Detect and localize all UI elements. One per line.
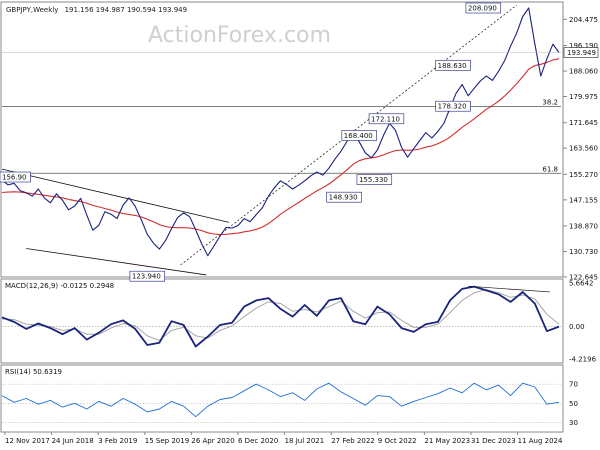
x-axis-label: 15 Sep 2019	[145, 437, 189, 445]
x-axis-label: 6 Dec 2020	[238, 437, 278, 445]
price-y-tick-label: 122.645	[569, 274, 598, 282]
timeframe-label: Weekly	[33, 6, 58, 14]
price-annotation-box	[341, 130, 377, 141]
symbol-label: GBPJPY	[6, 6, 32, 14]
rsi-panel-title: RSI(14) 50.6319	[5, 368, 62, 376]
price-y-tick-label: 138.870	[569, 222, 598, 230]
ohlc-values: 191.156 194.987 190.594 193.949	[65, 6, 187, 14]
price-annotation-label: 148.930	[329, 194, 358, 202]
price-y-tick-label: 130.730	[569, 248, 598, 256]
channel-upper-line	[1, 168, 230, 223]
price-annotation-box	[435, 100, 471, 112]
x-axis-label: 12 Nov 2017	[5, 437, 50, 445]
price-panel	[0, 1, 564, 278]
x-axis-label: 21 May 2023	[424, 437, 470, 445]
price-annotation-box	[465, 2, 502, 14]
rsi-panel	[0, 364, 564, 433]
price-y-tick-label: 155.270	[569, 171, 598, 179]
macd-y-tick-label: 5.6642	[569, 280, 594, 288]
price-y-tick-label: 179.975	[569, 93, 598, 101]
x-axis-label: 18 Jul 2021	[285, 437, 325, 445]
rsi-line	[1, 382, 560, 418]
macd-line	[1, 285, 560, 348]
price-y-tick-label: 147.155	[569, 196, 598, 204]
price-line	[1, 7, 560, 257]
price-annotation-box	[129, 270, 166, 282]
x-axis-label: 27 Feb 2022	[331, 437, 375, 445]
price-annotation-label: 178.320	[438, 103, 467, 111]
price-annotation-box	[435, 59, 471, 71]
x-axis-label: 3 Feb 2019	[98, 437, 137, 445]
fib-level-label: 61.8	[542, 165, 558, 173]
channel-lower-line	[26, 248, 207, 276]
price-annotation-box	[0, 171, 31, 183]
price-y-tick-label: 163.560	[569, 145, 598, 153]
fib-level-label: 38.2	[542, 99, 558, 107]
macd-panel	[0, 278, 564, 364]
price-annotation-label: 168.400	[344, 132, 373, 140]
rsi-y-tick-label: 50	[569, 400, 578, 408]
price-y-tick-label: 204.475	[569, 16, 598, 24]
price-annotation-label: 208.090	[468, 5, 497, 13]
macd-y-tick-label: 0.00	[569, 323, 585, 331]
price-annotation-label: 172.110	[371, 115, 400, 123]
last-price-tag	[563, 47, 599, 58]
price-annotation-box	[326, 191, 362, 203]
price-annotation-box	[368, 113, 405, 125]
price-panel-title: GBPJPY,Weekly 191.156 194.987 190.594 19…	[6, 6, 187, 14]
price-annotation-label: 156.90	[2, 174, 27, 182]
watermark: ActionForex.com	[148, 23, 331, 48]
macd-trendline	[468, 285, 550, 293]
rsi-y-tick-label: 70	[569, 381, 578, 389]
macd-panel-title: MACD(12,26,9) -0.0125 0.2948	[5, 282, 114, 290]
macd-y-tick-label: -4.2196	[569, 356, 597, 364]
x-axis-label: 11 Aug 2024	[518, 437, 563, 445]
price-annotation-label: 155.330	[359, 176, 388, 184]
x-axis-label: 31 Dec 2023	[471, 437, 516, 445]
price-y-tick-label: 196.190	[569, 42, 598, 50]
x-axis-label: 24 Jun 2018	[52, 437, 94, 445]
price-annotation-label: 188.630	[438, 62, 467, 70]
price-annotation-label: 123.940	[132, 273, 161, 281]
ma-line	[1, 58, 560, 236]
last-price-label: 193.949	[567, 49, 596, 57]
rsi-y-tick-label: 30	[569, 419, 578, 427]
price-y-tick-label: 171.645	[569, 119, 598, 127]
x-axis-label: 9 Oct 2022	[378, 437, 417, 445]
price-y-tick-label: 188.060	[569, 68, 598, 76]
x-axis-label: 26 Apr 2020	[191, 437, 234, 445]
price-annotation-box	[356, 174, 393, 185]
